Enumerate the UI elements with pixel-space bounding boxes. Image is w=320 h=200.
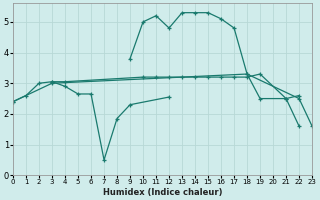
X-axis label: Humidex (Indice chaleur): Humidex (Indice chaleur) <box>103 188 222 197</box>
